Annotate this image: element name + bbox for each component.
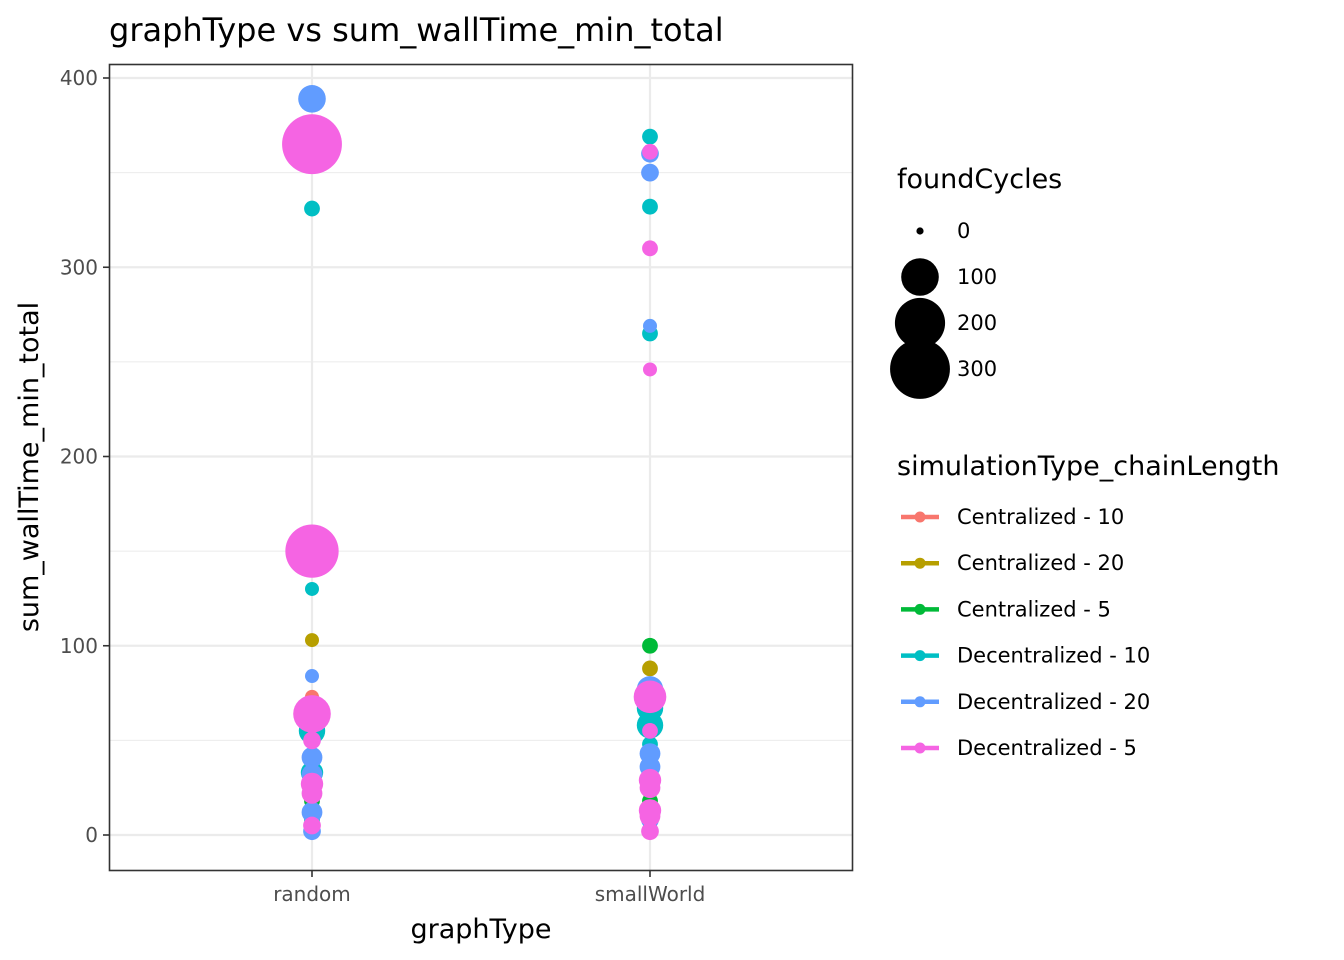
data-point bbox=[285, 524, 339, 578]
color-legend-key bbox=[914, 696, 926, 708]
color-legend-title: simulationType_chainLength bbox=[897, 451, 1280, 482]
data-point bbox=[304, 200, 320, 217]
data-point bbox=[642, 660, 658, 677]
data-point bbox=[305, 633, 319, 648]
color-legend-key bbox=[914, 650, 926, 662]
data-points bbox=[282, 85, 667, 841]
y-tick-label: 100 bbox=[60, 634, 98, 658]
y-tick-label: 0 bbox=[85, 823, 98, 847]
size-legend-key bbox=[890, 339, 950, 399]
data-point bbox=[293, 695, 331, 733]
color-legend-label: Decentralized - 5 bbox=[957, 736, 1137, 760]
y-tick-label: 300 bbox=[60, 255, 98, 279]
data-point bbox=[643, 318, 657, 333]
size-legend: foundCycles 0 100 200 300 bbox=[890, 164, 1062, 399]
size-legend-label: 0 bbox=[957, 219, 970, 243]
data-point bbox=[298, 85, 326, 113]
x-tick-label: smallWorld bbox=[595, 882, 706, 906]
data-point bbox=[641, 822, 659, 841]
color-legend-key bbox=[914, 557, 926, 569]
data-point bbox=[303, 731, 321, 750]
data-point bbox=[639, 805, 661, 827]
color-legend-label: Decentralized - 20 bbox=[957, 690, 1150, 714]
data-point bbox=[301, 747, 323, 768]
color-legend-key bbox=[914, 511, 926, 523]
color-legend-label: Centralized - 20 bbox=[957, 551, 1124, 575]
size-legend-label: 100 bbox=[957, 265, 997, 289]
data-point bbox=[642, 723, 658, 739]
color-legend-label: Centralized - 5 bbox=[957, 597, 1111, 621]
x-tick-label: random bbox=[273, 882, 351, 906]
data-point bbox=[642, 198, 658, 215]
color-legend-key bbox=[914, 603, 926, 615]
data-point bbox=[642, 240, 658, 257]
size-legend-key bbox=[894, 297, 946, 349]
plot-panel-border bbox=[108, 63, 854, 872]
data-point bbox=[303, 816, 321, 835]
chart-title: graphType vs sum_wallTime_min_total bbox=[109, 11, 724, 49]
data-point bbox=[305, 669, 319, 684]
color-legend-label: Decentralized - 10 bbox=[957, 644, 1150, 668]
data-point bbox=[642, 128, 658, 145]
data-point bbox=[642, 143, 658, 160]
data-point bbox=[633, 680, 667, 714]
size-legend-label: 200 bbox=[957, 311, 997, 335]
size-legend-label: 300 bbox=[957, 357, 997, 381]
data-point bbox=[643, 362, 657, 377]
color-legend-key bbox=[914, 742, 926, 754]
size-legend-key bbox=[916, 227, 924, 235]
data-point bbox=[301, 801, 323, 823]
data-point bbox=[305, 581, 319, 596]
color-legend-label: Centralized - 10 bbox=[957, 505, 1124, 529]
axes: 0 100 200 300 400 random smallWorld bbox=[60, 66, 705, 906]
color-legend: simulationType_chainLength Centralized -… bbox=[897, 451, 1280, 760]
size-legend-key bbox=[901, 258, 939, 296]
x-axis-title: graphType bbox=[410, 914, 551, 945]
data-point bbox=[282, 114, 342, 175]
data-point bbox=[642, 637, 658, 654]
y-tick-label: 200 bbox=[60, 445, 98, 469]
data-point bbox=[301, 782, 323, 804]
y-axis-title: sum_wallTime_min_total bbox=[14, 302, 45, 632]
size-legend-title: foundCycles bbox=[897, 164, 1062, 195]
data-point bbox=[641, 163, 659, 182]
data-point bbox=[639, 777, 661, 799]
y-tick-label: 400 bbox=[60, 66, 98, 90]
